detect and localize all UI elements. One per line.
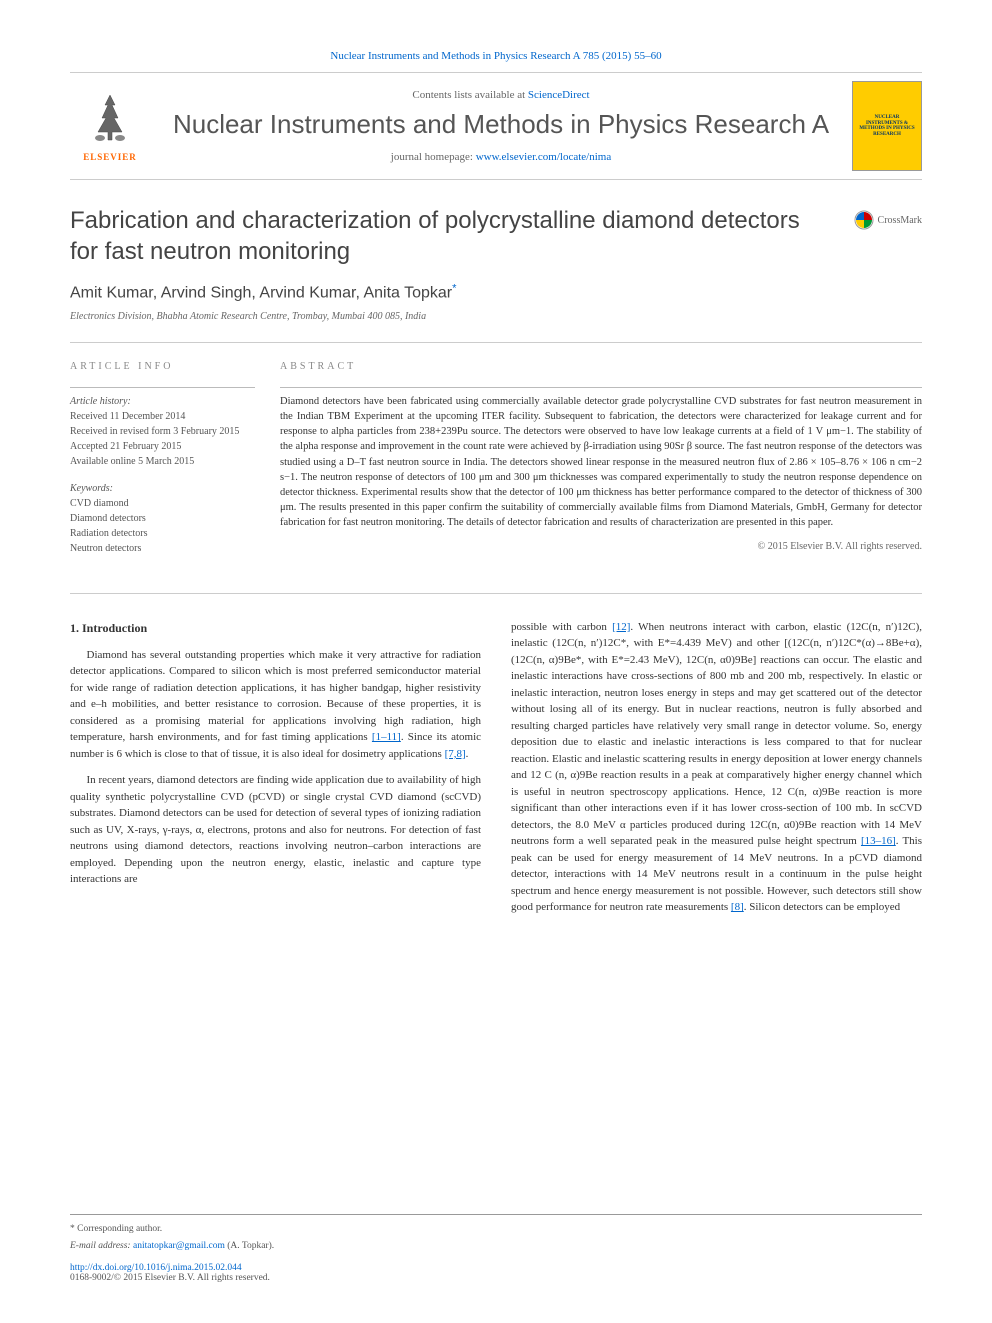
ref-link[interactable]: [1–11] — [372, 731, 401, 743]
corresponding-author: * Corresponding author. — [70, 1223, 922, 1236]
right-column: possible with carbon [12]. When neutrons… — [511, 619, 922, 926]
article-title: Fabrication and characterization of poly… — [70, 205, 834, 267]
masthead-center: Contents lists available at ScienceDirec… — [150, 89, 852, 162]
body-paragraph: In recent years, diamond detectors are f… — [70, 772, 481, 888]
section-heading: 1. Introduction — [70, 619, 481, 637]
keywords-label: Keywords: — [70, 481, 255, 496]
journal-name: Nuclear Instruments and Methods in Physi… — [150, 109, 852, 140]
doi-line: http://dx.doi.org/10.1016/j.nima.2015.02… — [70, 1263, 922, 1273]
abstract-text: Diamond detectors have been fabricated u… — [280, 387, 922, 531]
crossmark-icon — [854, 210, 874, 230]
ref-link[interactable]: [7,8] — [445, 748, 466, 760]
keyword: CVD diamond — [70, 496, 255, 511]
keywords-block: Keywords: CVD diamond Diamond detectors … — [70, 481, 255, 556]
ref-link[interactable]: [12] — [612, 621, 630, 633]
masthead: ELSEVIER Contents lists available at Sci… — [70, 72, 922, 180]
homepage-line: journal homepage: www.elsevier.com/locat… — [150, 151, 852, 163]
history-block: Article history: Received 11 December 20… — [70, 387, 255, 469]
online-date: Available online 5 March 2015 — [70, 454, 255, 469]
accepted-date: Accepted 21 February 2015 — [70, 439, 255, 454]
received-date: Received 11 December 2014 — [70, 409, 255, 424]
elsevier-label: ELSEVIER — [83, 152, 137, 162]
elsevier-tree-icon — [80, 90, 140, 150]
authors-line: Amit Kumar, Arvind Singh, Arvind Kumar, … — [70, 282, 922, 302]
ref-link[interactable]: [13–16] — [861, 835, 896, 847]
corresponding-marker[interactable]: * — [452, 285, 456, 302]
citation-link[interactable]: Nuclear Instruments and Methods in Physi… — [330, 50, 661, 62]
doi-link[interactable]: http://dx.doi.org/10.1016/j.nima.2015.02… — [70, 1263, 242, 1273]
body-paragraph: possible with carbon [12]. When neutrons… — [511, 619, 922, 916]
article-info-col: ARTICLE INFO Article history: Received 1… — [70, 361, 280, 568]
elsevier-logo[interactable]: ELSEVIER — [70, 81, 150, 171]
page-footer: * Corresponding author. E-mail address: … — [70, 1214, 922, 1283]
info-heading: ARTICLE INFO — [70, 361, 255, 372]
body-columns: 1. Introduction Diamond has several outs… — [70, 593, 922, 926]
keyword: Diamond detectors — [70, 511, 255, 526]
email-link[interactable]: anitatopkar@gmail.com — [133, 1241, 225, 1251]
crossmark-badge[interactable]: CrossMark — [854, 210, 922, 230]
keyword: Neutron detectors — [70, 541, 255, 556]
crossmark-label: CrossMark — [878, 215, 922, 226]
page-container: Nuclear Instruments and Methods in Physi… — [0, 0, 992, 1323]
homepage-link[interactable]: www.elsevier.com/locate/nima — [476, 151, 612, 163]
ref-link[interactable]: [8] — [731, 901, 744, 913]
abstract-copyright: © 2015 Elsevier B.V. All rights reserved… — [280, 541, 922, 552]
left-column: 1. Introduction Diamond has several outs… — [70, 619, 481, 926]
sciencedirect-link[interactable]: ScienceDirect — [528, 89, 590, 101]
title-row: Fabrication and characterization of poly… — [70, 205, 922, 267]
keyword: Radiation detectors — [70, 526, 255, 541]
contents-line: Contents lists available at ScienceDirec… — [150, 89, 852, 101]
email-line: E-mail address: anitatopkar@gmail.com (A… — [70, 1240, 922, 1253]
abstract-col: ABSTRACT Diamond detectors have been fab… — [280, 361, 922, 568]
revised-date: Received in revised form 3 February 2015 — [70, 424, 255, 439]
body-paragraph: Diamond has several outstanding properti… — [70, 647, 481, 763]
affiliation: Electronics Division, Bhabha Atomic Rese… — [70, 311, 922, 322]
citation-header: Nuclear Instruments and Methods in Physi… — [70, 50, 922, 62]
journal-cover-thumb[interactable]: NUCLEAR INSTRUMENTS & METHODS IN PHYSICS… — [852, 81, 922, 171]
issn-line: 0168-9002/© 2015 Elsevier B.V. All right… — [70, 1273, 922, 1283]
history-label: Article history: — [70, 394, 255, 409]
info-abstract-row: ARTICLE INFO Article history: Received 1… — [70, 342, 922, 568]
abstract-heading: ABSTRACT — [280, 361, 922, 372]
